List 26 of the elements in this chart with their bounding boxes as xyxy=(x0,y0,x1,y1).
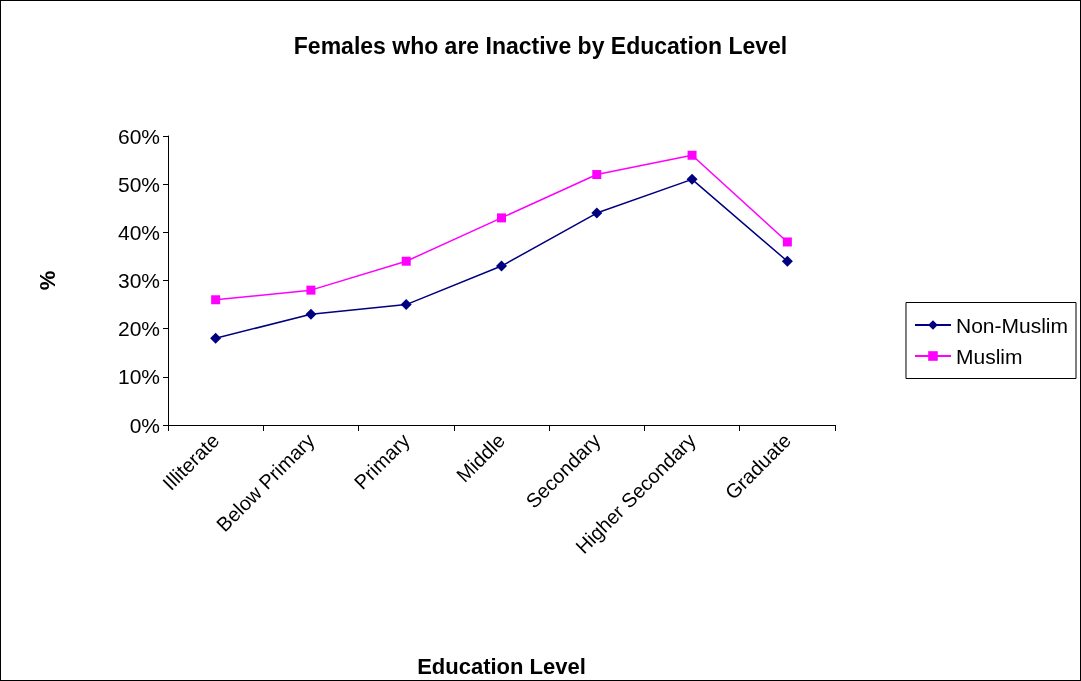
y-tick-label: 50% xyxy=(117,172,160,196)
legend-label: Muslim xyxy=(955,344,1023,368)
point xyxy=(211,295,221,305)
point xyxy=(591,207,603,219)
y-tick-label: 20% xyxy=(117,317,160,341)
point xyxy=(306,285,316,295)
y-tick-label: 10% xyxy=(117,365,160,389)
point xyxy=(687,150,697,160)
point xyxy=(305,308,317,320)
y-axis-title: % xyxy=(34,270,60,291)
point xyxy=(592,170,602,180)
x-axis-title: Education Level xyxy=(417,653,586,679)
point xyxy=(400,299,412,311)
y-tick-label: 0% xyxy=(129,413,160,437)
legend-label: Non-Muslim xyxy=(955,313,1068,337)
point xyxy=(496,260,507,272)
point xyxy=(210,332,222,344)
y-tick-label: 30% xyxy=(117,269,160,292)
point xyxy=(401,256,411,266)
chart-title: Females who are Inactive by Education Level xyxy=(293,32,788,59)
point xyxy=(497,213,506,223)
point xyxy=(781,255,793,267)
y-tick-label: 60% xyxy=(117,124,160,148)
point xyxy=(782,237,792,247)
point xyxy=(686,173,698,185)
y-tick-label: 40% xyxy=(117,220,160,244)
